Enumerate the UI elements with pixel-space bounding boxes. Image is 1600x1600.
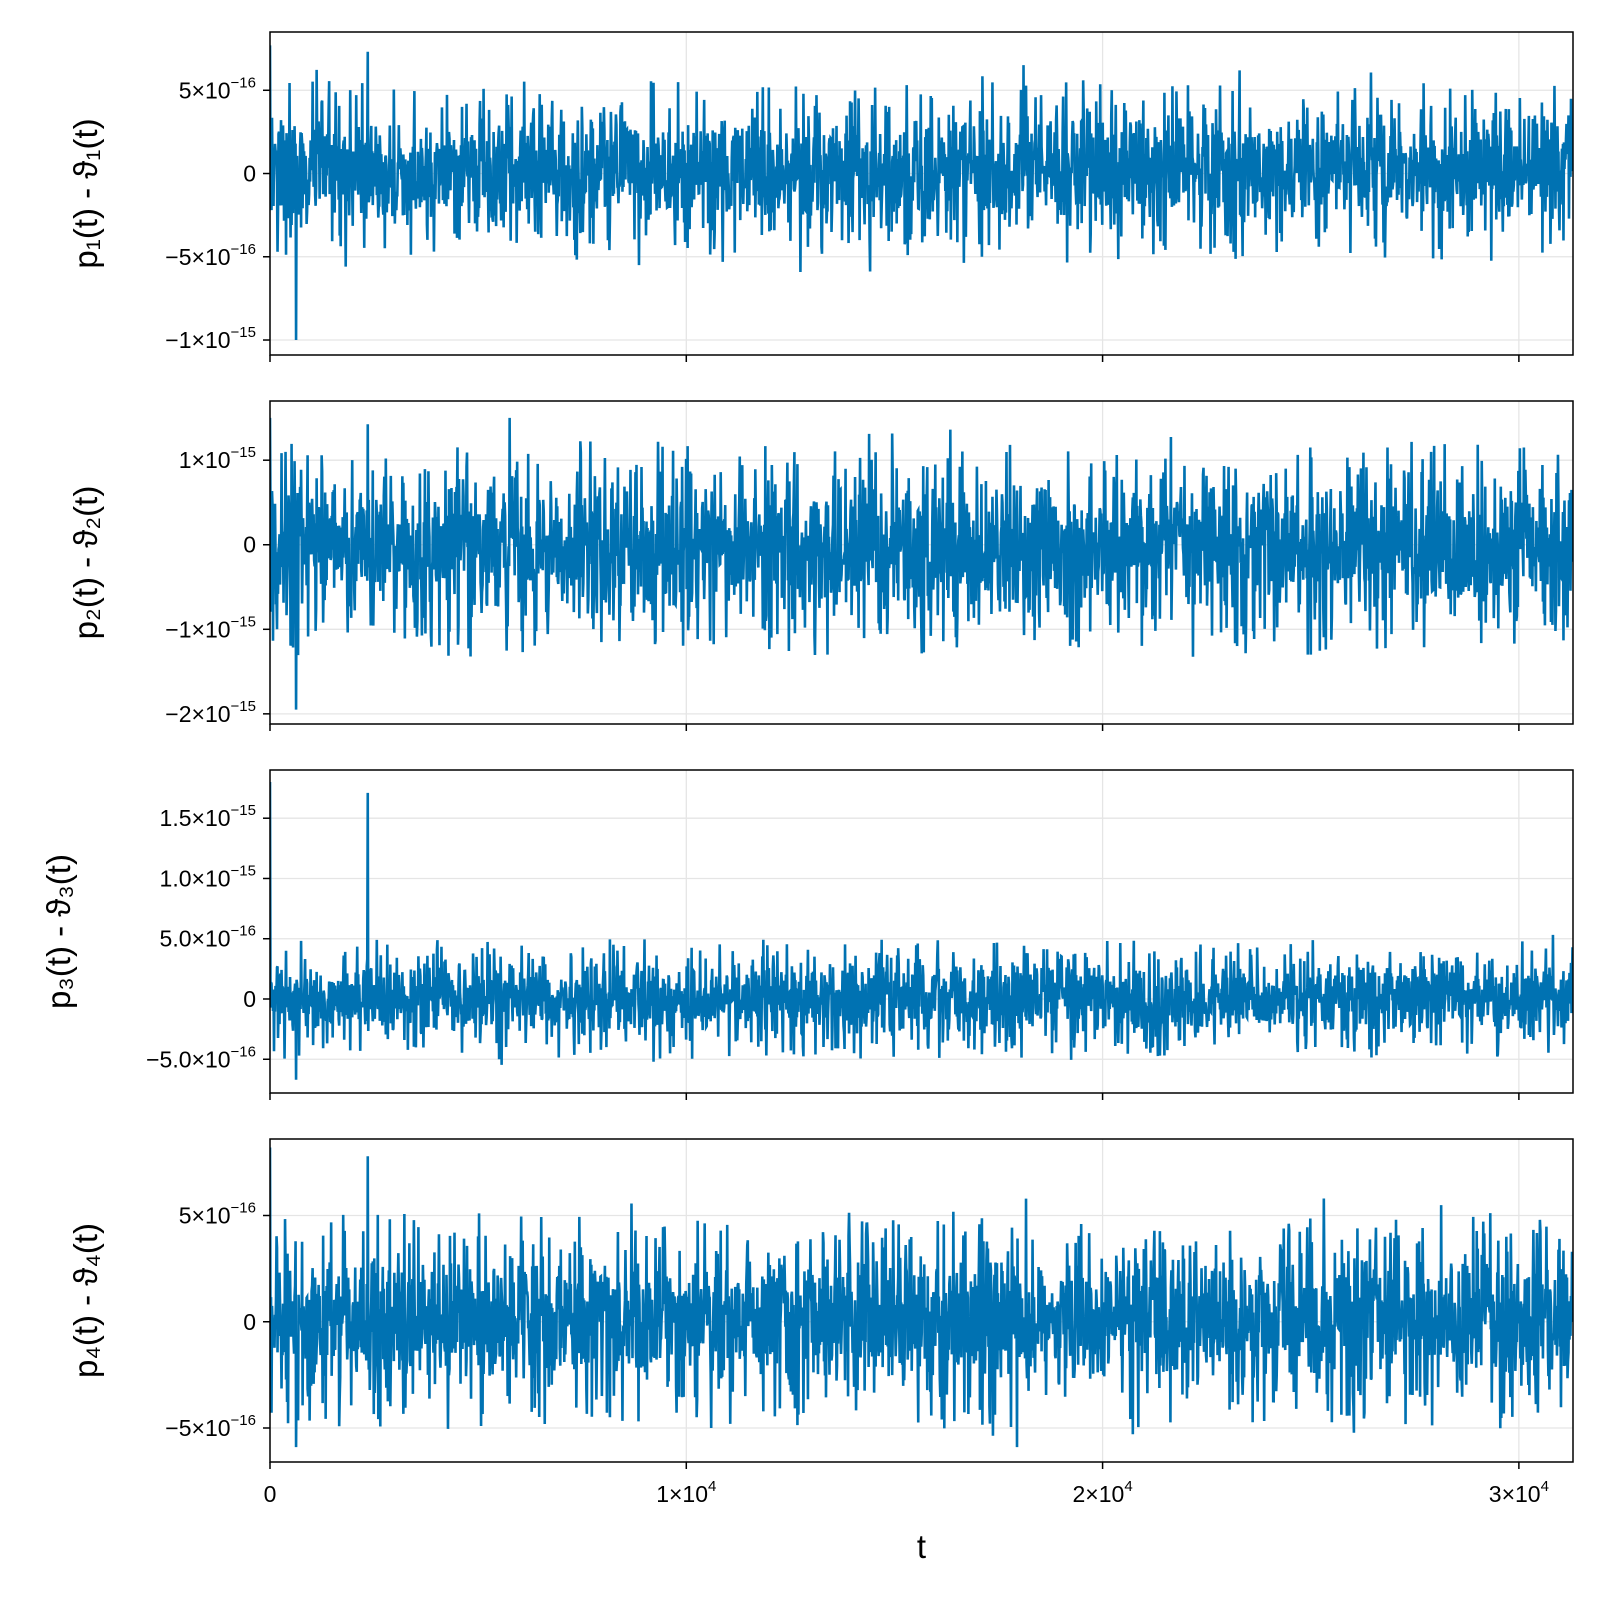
- y-tick-label-3-mantissa: 0: [243, 986, 256, 1012]
- y-tick-label-2-exponent: −15: [231, 613, 256, 630]
- y-tick-label-3: 0: [243, 986, 256, 1012]
- y-tick-label-1: 0: [243, 532, 256, 558]
- x-tick-label-1-exponent: 4: [708, 1478, 716, 1495]
- y-tick-label-4-mantissa: −5.0×10: [146, 1046, 230, 1072]
- y-tick-label-2: −5×10−16: [165, 241, 256, 270]
- y-tick-label-3: −2×10−15: [165, 698, 256, 727]
- y-tick-label-2-mantissa: −5×10: [165, 244, 230, 270]
- axes-frame-panel-1: [269, 31, 1574, 356]
- y-tick-label-4-exponent: −16: [231, 1043, 256, 1060]
- y-axis-label-panel-3: p₃(t) - ϑ₃(t): [40, 854, 77, 1009]
- y-tick-label-0: 5×10−16: [179, 74, 256, 103]
- axes-frame-panel-2: [269, 400, 1574, 725]
- y-tick-label-1: 0: [243, 161, 256, 187]
- y-tick-label-3: −1×10−15: [165, 324, 256, 353]
- y-tick-label-3-mantissa: −1×10: [165, 327, 230, 353]
- y-tick-label-1-mantissa: 0: [243, 161, 256, 187]
- y-tick-label-2-exponent: −16: [231, 1412, 256, 1429]
- y-tick-label-1-mantissa: 0: [243, 532, 256, 558]
- y-tick-label-0-mantissa: 1.5×10: [160, 805, 231, 831]
- panel-3: 1.5×10−151.0×10−155.0×10−160−5.0×10−16p₃…: [40, 769, 1574, 1100]
- axes-frame-panel-3: [269, 769, 1574, 1094]
- y-tick-label-1-mantissa: 0: [243, 1309, 256, 1335]
- axes-frame-panel-4: [269, 1138, 1574, 1463]
- y-tick-label-0-exponent: −16: [231, 1200, 256, 1217]
- y-tick-label-0-exponent: −16: [231, 74, 256, 91]
- y-tick-label-0-exponent: −15: [231, 444, 256, 461]
- y-tick-label-3-mantissa: −2×10: [165, 701, 230, 727]
- y-tick-label-2-exponent: −16: [231, 241, 256, 258]
- y-tick-label-3-exponent: −15: [231, 324, 256, 341]
- y-tick-label-0: 5×10−16: [179, 1200, 256, 1229]
- y-tick-label-1-mantissa: 1.0×10: [160, 865, 231, 891]
- series-line-panel-2: [270, 417, 1573, 710]
- y-tick-label-1: 0: [243, 1309, 256, 1335]
- series-line-panel-3: [270, 782, 1573, 1080]
- y-tick-label-0: 1×10−15: [179, 444, 256, 473]
- series-line-panel-1: [270, 45, 1573, 341]
- y-tick-label-4: −5.0×10−16: [146, 1043, 256, 1072]
- y-tick-label-0-mantissa: 1×10: [179, 447, 231, 473]
- y-axis-label-panel-2: p₂(t) - ϑ₂(t): [67, 486, 104, 640]
- x-tick-label-2-exponent: 4: [1124, 1478, 1132, 1495]
- y-tick-label-2-mantissa: 5.0×10: [160, 926, 231, 952]
- y-axis-label-panel-1: p₁(t) - ϑ₁(t): [67, 118, 104, 268]
- x-tick-label-1: 1×104: [656, 1478, 716, 1507]
- y-tick-label-2-mantissa: −5×10: [165, 1415, 230, 1441]
- y-tick-label-1: 1.0×10−15: [160, 862, 256, 891]
- x-axis-label: t: [917, 1528, 926, 1565]
- series-line-panel-4: [270, 1147, 1573, 1448]
- y-tick-label-3-exponent: −15: [231, 698, 256, 715]
- y-tick-label-0-exponent: −15: [231, 802, 256, 819]
- x-tick-label-0: 0: [264, 1481, 277, 1507]
- x-tick-label-2-mantissa: 2×10: [1073, 1481, 1125, 1507]
- x-tick-label-0-mantissa: 0: [264, 1481, 277, 1507]
- y-axis-label-panel-4: p₄(t) - ϑ₄(t): [67, 1223, 104, 1378]
- x-tick-label-2: 2×104: [1073, 1478, 1133, 1507]
- y-tick-label-1-exponent: −15: [231, 862, 256, 879]
- y-tick-label-2: −1×10−15: [165, 613, 256, 642]
- y-tick-label-0: 1.5×10−15: [160, 802, 256, 831]
- x-tick-label-1-mantissa: 1×10: [656, 1481, 708, 1507]
- x-tick-label-3-mantissa: 3×10: [1489, 1481, 1541, 1507]
- y-tick-label-0-mantissa: 5×10: [179, 1203, 231, 1229]
- y-tick-label-0-mantissa: 5×10: [179, 77, 231, 103]
- y-tick-label-2: −5×10−16: [165, 1412, 256, 1441]
- x-tick-label-3: 3×104: [1489, 1478, 1549, 1507]
- y-tick-label-2-mantissa: −1×10: [165, 616, 230, 642]
- y-tick-label-2-exponent: −16: [231, 923, 256, 940]
- y-tick-label-2: 5.0×10−16: [160, 923, 256, 952]
- x-tick-label-3-exponent: 4: [1541, 1478, 1549, 1495]
